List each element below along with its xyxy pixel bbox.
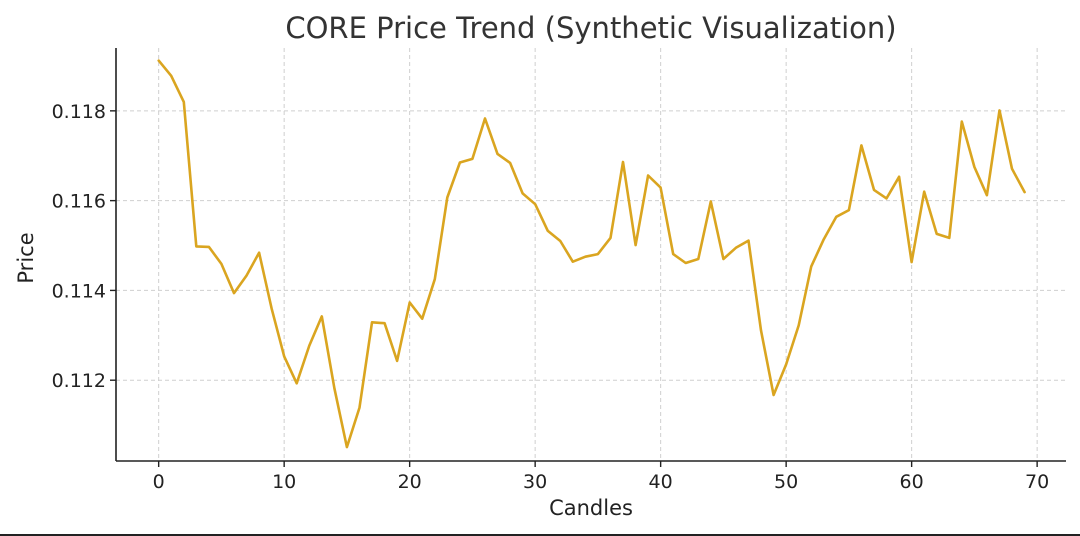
x-axis-ticks: 0 10 20 30 40 50 60 70 bbox=[153, 461, 1049, 493]
x-tick-label: 10 bbox=[272, 471, 296, 493]
x-axis-label: Candles bbox=[549, 496, 633, 520]
x-tick-label: 0 bbox=[153, 471, 165, 493]
x-tick-label: 40 bbox=[649, 471, 673, 493]
y-tick-label: 0.116 bbox=[52, 191, 106, 213]
y-tick-label: 0.118 bbox=[52, 101, 106, 123]
x-tick-label: 20 bbox=[398, 471, 422, 493]
x-tick-label: 50 bbox=[774, 471, 798, 493]
y-tick-label: 0.114 bbox=[52, 280, 106, 302]
chart-title: CORE Price Trend (Synthetic Visualizatio… bbox=[285, 11, 896, 45]
series-layer bbox=[157, 59, 1026, 449]
y-axis-label: Price bbox=[14, 232, 38, 283]
y-tick-label: 0.112 bbox=[52, 370, 106, 392]
x-tick-label: 70 bbox=[1025, 471, 1049, 493]
series-line-core bbox=[157, 59, 1026, 449]
y-axis-ticks: 0.112 0.114 0.116 0.118 bbox=[52, 101, 116, 392]
x-tick-label: 60 bbox=[900, 471, 924, 493]
x-tick-label: 30 bbox=[523, 471, 547, 493]
axes-spines bbox=[115, 48, 1066, 462]
